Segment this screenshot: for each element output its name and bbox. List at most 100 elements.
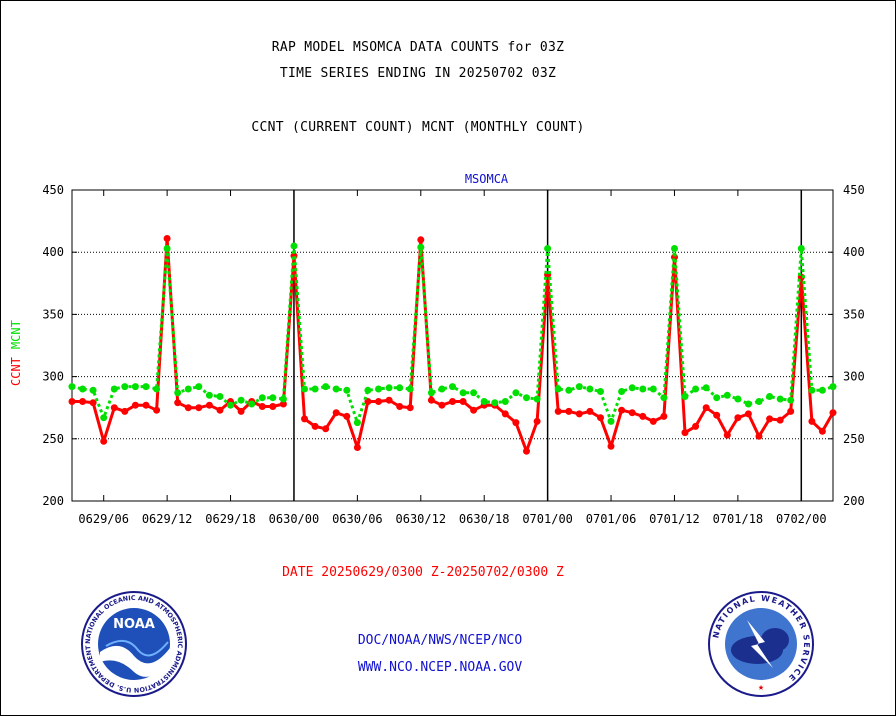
data-point-mcnt (301, 385, 308, 393)
x-tick-label: 0701/00 (522, 512, 573, 526)
data-point-mcnt (618, 388, 626, 395)
data-point-mcnt (787, 396, 795, 404)
data-point-mcnt (660, 394, 668, 402)
data-point-mcnt (279, 395, 287, 403)
data-point-mcnt (671, 245, 678, 252)
data-point-mcnt (216, 393, 224, 400)
y-tick-label-right: 350 (843, 307, 865, 321)
data-point-mcnt (406, 385, 414, 393)
data-point-mcnt (438, 385, 446, 393)
data-point-ccnt (628, 409, 636, 417)
data-point-mcnt (417, 243, 425, 251)
data-point-ccnt (131, 401, 139, 409)
data-point-mcnt (322, 383, 330, 391)
y-tick-label-right: 450 (843, 183, 865, 197)
data-point-mcnt (829, 383, 837, 391)
data-point-ccnt (89, 399, 97, 407)
data-point-mcnt (396, 384, 404, 392)
data-point-mcnt (597, 388, 604, 395)
data-point-mcnt (523, 394, 530, 402)
x-tick-label: 0702/00 (776, 512, 827, 526)
data-point-mcnt (184, 385, 192, 393)
data-point-ccnt (829, 409, 837, 417)
data-point-ccnt (702, 404, 710, 412)
y-tick-label-left: 250 (42, 432, 64, 446)
noaa-logo-label: NOAA (113, 617, 155, 632)
data-point-mcnt (353, 419, 361, 427)
data-point-ccnt (660, 412, 668, 420)
data-point-ccnt (723, 431, 731, 439)
data-point-mcnt (163, 245, 171, 252)
x-tick-label: 0701/12 (649, 512, 700, 526)
data-point-ccnt (713, 411, 721, 419)
data-point-ccnt (639, 412, 647, 420)
y-tick-label-left: 200 (42, 494, 64, 508)
data-point-ccnt (279, 400, 287, 408)
data-point-ccnt (808, 417, 816, 425)
data-point-ccnt (322, 425, 330, 433)
data-point-mcnt (533, 395, 541, 403)
data-point-mcnt (375, 385, 382, 393)
data-point-mcnt (131, 383, 139, 391)
y-tick-label-left: 400 (42, 245, 64, 259)
data-point-ccnt (216, 406, 224, 414)
data-point-ccnt (163, 235, 171, 242)
data-point-ccnt (586, 407, 594, 415)
nws-logo: NATIONAL WEATHER SERVICE ★ (708, 591, 814, 697)
data-point-ccnt (776, 416, 784, 424)
data-point-mcnt (512, 389, 520, 397)
data-point-ccnt (353, 444, 361, 451)
data-point-mcnt (554, 385, 562, 393)
y-tick-label-right: 400 (843, 245, 865, 259)
data-point-mcnt (89, 386, 97, 394)
data-point-ccnt (607, 442, 615, 450)
nco-website-link[interactable]: WWW.NCO.NCEP.NOAA.GOV (357, 660, 523, 675)
data-point-mcnt (248, 400, 256, 408)
data-point-mcnt (79, 385, 87, 393)
x-tick-label: 0629/18 (205, 512, 256, 526)
data-point-mcnt (692, 385, 700, 393)
data-point-mcnt (258, 394, 266, 402)
data-point-mcnt (713, 394, 721, 402)
x-tick-label: 0630/06 (332, 512, 383, 526)
x-tick-label: 0630/00 (269, 512, 320, 526)
data-point-mcnt (205, 391, 213, 399)
data-point-ccnt (787, 407, 795, 415)
data-point-mcnt (68, 383, 76, 391)
data-point-mcnt (649, 385, 657, 393)
data-point-mcnt (364, 386, 372, 394)
data-point-ccnt (258, 403, 266, 410)
data-point-mcnt (544, 245, 552, 252)
data-point-ccnt (618, 406, 626, 414)
data-point-ccnt (396, 403, 404, 410)
data-point-ccnt (533, 417, 541, 425)
header-title: RAP MODEL MSOMCA DATA COUNTS for 03Z (271, 40, 565, 55)
data-point-ccnt (311, 422, 319, 430)
data-point-ccnt (766, 415, 774, 423)
data-point-ccnt (301, 415, 308, 423)
data-point-ccnt (100, 437, 108, 445)
data-point-mcnt (575, 383, 583, 391)
data-point-mcnt (723, 391, 731, 399)
data-point-ccnt (438, 401, 446, 409)
data-point-ccnt (501, 410, 509, 418)
svg-text:★: ★ (758, 682, 764, 693)
data-point-mcnt (227, 401, 234, 409)
data-point-mcnt (501, 398, 509, 405)
data-point-ccnt (523, 447, 530, 455)
data-point-mcnt (607, 417, 615, 425)
data-point-mcnt (808, 386, 816, 394)
data-point-mcnt (744, 400, 752, 408)
data-point-ccnt (744, 410, 752, 418)
data-point-ccnt (237, 407, 245, 415)
x-tick-label: 0629/06 (78, 512, 129, 526)
doc-noaa-link[interactable]: DOC/NOAA/NWS/NCEP/NCO (357, 633, 523, 648)
data-point-mcnt (121, 383, 129, 391)
y-tick-label-right: 250 (843, 432, 865, 446)
y-axis-label: CCNTMCNT (9, 320, 23, 386)
noaa-logo: NATIONAL OCEANIC AND ATMOSPHERIC ADMINIS… (80, 590, 187, 697)
data-point-ccnt (575, 410, 583, 418)
data-point-mcnt (586, 385, 594, 393)
data-point-ccnt (554, 407, 562, 415)
data-point-mcnt (776, 395, 784, 403)
